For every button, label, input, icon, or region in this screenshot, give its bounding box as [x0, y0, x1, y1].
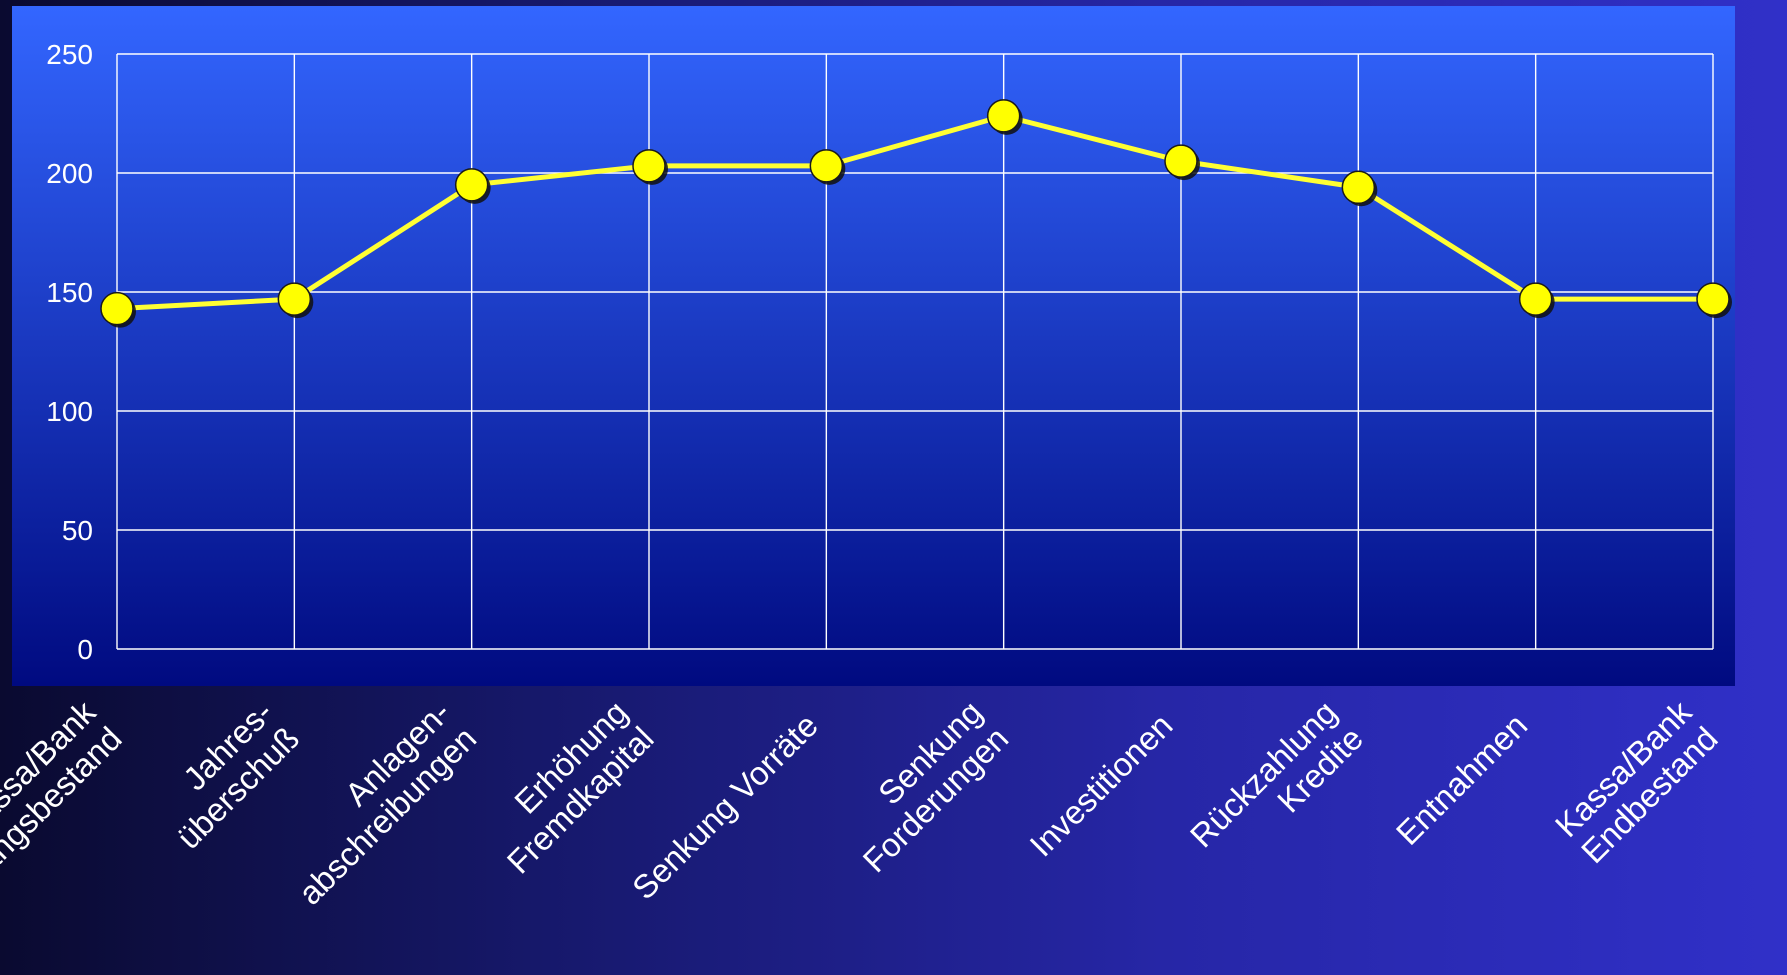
y-tick-label: 150	[46, 277, 93, 308]
data-point	[101, 293, 133, 325]
x-category-label-line: Senkung Vorräte	[625, 706, 825, 906]
data-point	[456, 169, 488, 201]
y-tick-label: 50	[62, 515, 93, 546]
data-point	[1520, 283, 1552, 315]
y-tick-label: 200	[46, 158, 93, 189]
x-category-label: Anlagen-abschreibungen	[265, 693, 483, 911]
data-point	[988, 100, 1020, 132]
y-tick-label: 100	[46, 396, 93, 427]
y-tick-label: 0	[77, 634, 93, 665]
x-category-label: Jahres-überschuß	[143, 693, 306, 856]
data-point	[278, 283, 310, 315]
data-point	[1342, 171, 1374, 203]
data-point	[810, 150, 842, 182]
x-category-label: Senkung Vorräte	[625, 706, 825, 906]
x-category-label: Investitionen	[1022, 706, 1179, 863]
x-category-label-line: Investitionen	[1022, 706, 1179, 863]
plot-background	[12, 6, 1735, 686]
x-category-label: Entnahmen	[1389, 706, 1535, 852]
data-point	[633, 150, 665, 182]
data-point	[1697, 283, 1729, 315]
data-point	[1165, 145, 1197, 177]
y-tick-label: 250	[46, 39, 93, 70]
x-category-label-line: Entnahmen	[1389, 706, 1535, 852]
